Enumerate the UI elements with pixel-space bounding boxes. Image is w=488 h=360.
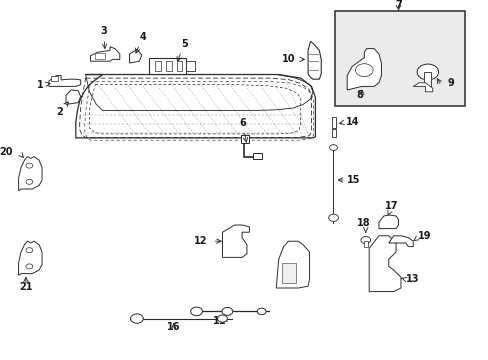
Polygon shape xyxy=(51,76,58,81)
Circle shape xyxy=(26,264,33,269)
Polygon shape xyxy=(346,49,381,90)
Text: 16: 16 xyxy=(166,322,180,332)
Circle shape xyxy=(257,308,265,315)
Circle shape xyxy=(222,307,232,315)
Polygon shape xyxy=(19,157,42,191)
Circle shape xyxy=(328,214,338,221)
Polygon shape xyxy=(282,263,295,283)
Polygon shape xyxy=(412,83,432,92)
Text: 7: 7 xyxy=(394,0,401,10)
Polygon shape xyxy=(129,49,142,63)
Text: 5: 5 xyxy=(177,39,187,61)
Text: 19: 19 xyxy=(417,231,431,241)
Text: 17: 17 xyxy=(384,201,397,211)
Text: 6: 6 xyxy=(239,118,247,142)
Polygon shape xyxy=(49,76,81,86)
Circle shape xyxy=(329,145,337,150)
Polygon shape xyxy=(19,241,42,275)
Text: 21: 21 xyxy=(19,282,33,292)
Circle shape xyxy=(355,64,372,77)
Polygon shape xyxy=(66,90,81,104)
Bar xyxy=(363,241,367,247)
Bar xyxy=(149,58,185,74)
Bar xyxy=(334,11,464,106)
Polygon shape xyxy=(388,236,412,247)
Circle shape xyxy=(26,179,33,184)
Text: 3: 3 xyxy=(100,26,107,49)
Polygon shape xyxy=(378,215,398,229)
Bar xyxy=(165,61,171,71)
Polygon shape xyxy=(307,41,321,79)
Text: 9: 9 xyxy=(447,78,453,89)
Text: 13: 13 xyxy=(405,274,419,284)
Text: 14: 14 xyxy=(345,117,359,127)
Bar xyxy=(176,61,182,71)
Circle shape xyxy=(217,315,227,322)
Text: 20: 20 xyxy=(0,147,13,157)
Text: 4: 4 xyxy=(135,32,146,53)
Bar xyxy=(155,61,161,71)
Bar xyxy=(240,135,249,143)
Bar xyxy=(185,61,194,71)
Circle shape xyxy=(416,64,438,80)
Circle shape xyxy=(26,163,33,168)
Circle shape xyxy=(26,248,33,253)
Bar xyxy=(424,72,430,86)
Polygon shape xyxy=(90,47,120,61)
Text: 2: 2 xyxy=(56,102,68,117)
Text: 1: 1 xyxy=(37,80,50,90)
Text: 11: 11 xyxy=(213,316,226,326)
Bar xyxy=(331,129,335,137)
Text: 15: 15 xyxy=(346,175,360,185)
Circle shape xyxy=(130,314,143,323)
Text: 12: 12 xyxy=(194,236,207,246)
Polygon shape xyxy=(276,241,309,288)
Circle shape xyxy=(190,307,202,316)
Bar xyxy=(331,117,335,128)
Polygon shape xyxy=(368,236,400,292)
Text: 8: 8 xyxy=(355,90,362,100)
Polygon shape xyxy=(222,225,249,257)
Text: 10: 10 xyxy=(282,54,295,64)
Bar xyxy=(253,153,262,159)
Text: 18: 18 xyxy=(356,218,369,228)
Circle shape xyxy=(360,237,370,244)
Polygon shape xyxy=(95,53,105,59)
